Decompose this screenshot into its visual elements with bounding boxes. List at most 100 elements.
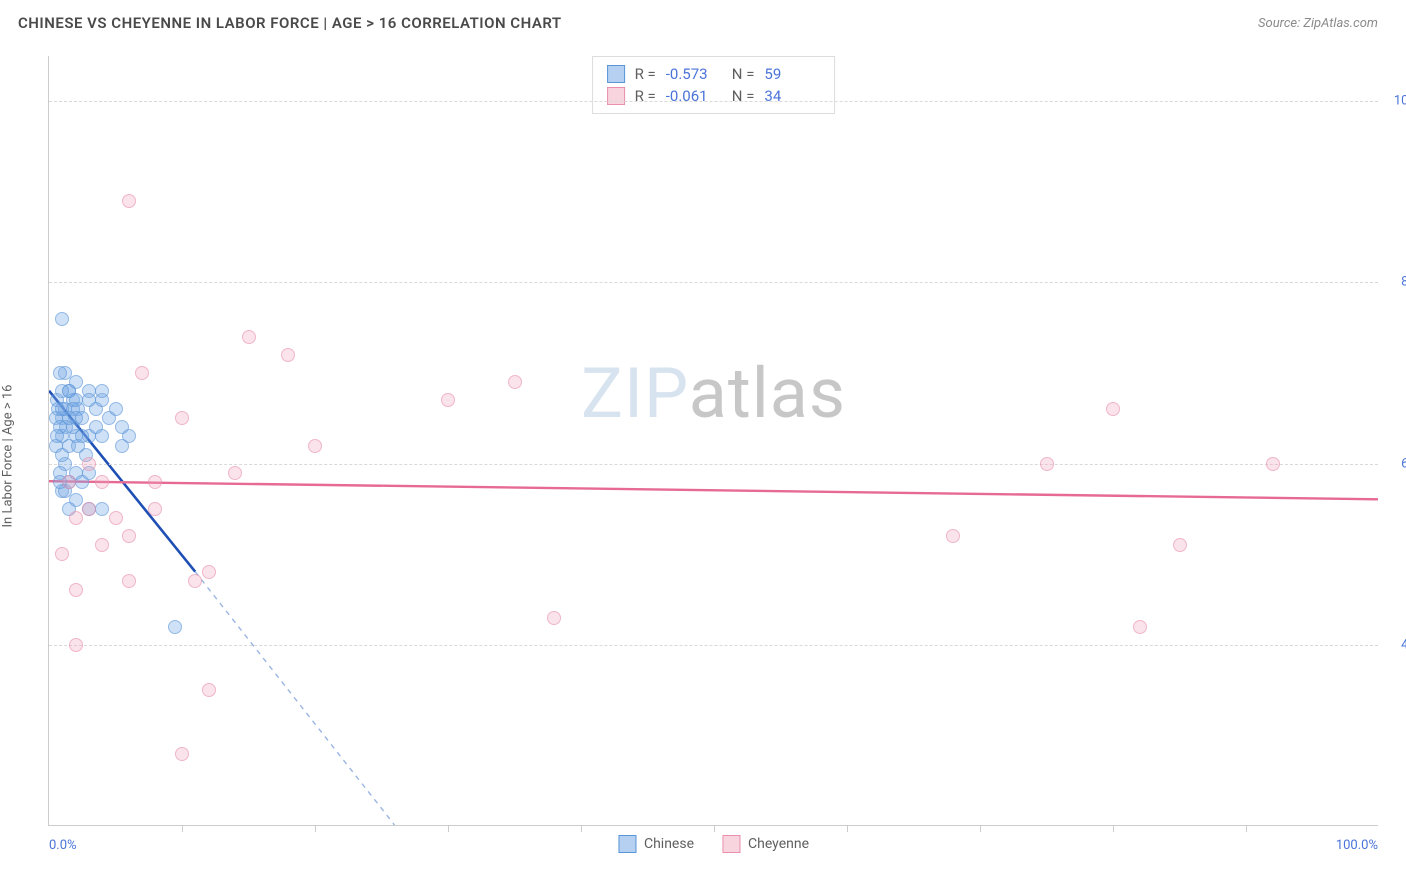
x-tick — [581, 825, 582, 832]
scatter-point — [55, 547, 69, 561]
gridline-h — [49, 101, 1378, 102]
trend-line — [195, 572, 394, 825]
scatter-point — [1106, 402, 1120, 416]
legend-label: Chinese — [644, 836, 694, 852]
scatter-point — [115, 439, 129, 453]
n-label: N = — [732, 87, 755, 105]
scatter-point — [148, 475, 162, 489]
scatter-point — [95, 502, 109, 516]
r-value: -0.573 — [666, 65, 722, 83]
gridline-h — [49, 645, 1378, 646]
scatter-point — [69, 638, 83, 652]
x-tick — [1246, 825, 1247, 832]
scatter-point — [122, 194, 136, 208]
scatter-point — [168, 620, 182, 634]
scatter-point — [82, 457, 96, 471]
n-value: 34 — [764, 87, 820, 105]
scatter-point — [148, 502, 162, 516]
swatch-icon — [722, 835, 740, 853]
y-tick-label: 60.0% — [1401, 456, 1406, 471]
gridline-h — [49, 464, 1378, 465]
scatter-point — [202, 565, 216, 579]
scatter-point — [82, 502, 96, 516]
chart-title: CHINESE VS CHEYENNE IN LABOR FORCE | AGE… — [18, 14, 562, 32]
swatch-icon — [607, 87, 625, 105]
scatter-point — [228, 466, 242, 480]
scatter-point — [1040, 457, 1054, 471]
y-tick-label: 40.0% — [1401, 637, 1406, 652]
source-label: Source: ZipAtlas.com — [1258, 16, 1378, 31]
n-value: 59 — [764, 65, 820, 83]
x-tick — [980, 825, 981, 832]
scatter-point — [508, 375, 522, 389]
scatter-point — [308, 439, 322, 453]
x-tick — [182, 825, 183, 832]
scatter-point — [53, 366, 67, 380]
scatter-point — [50, 429, 64, 443]
scatter-point — [95, 384, 109, 398]
plot-area: ZIPatlas R = -0.573 N = 59 R = -0.061 N … — [48, 56, 1378, 826]
watermark: ZIPatlas — [581, 353, 846, 435]
legend-label: Cheyenne — [748, 836, 809, 852]
x-axis-min-label: 0.0% — [49, 838, 77, 853]
scatter-point — [1266, 457, 1280, 471]
scatter-point — [55, 384, 69, 398]
x-tick — [448, 825, 449, 832]
x-tick — [1113, 825, 1114, 832]
legend-item: Cheyenne — [722, 835, 809, 853]
scatter-point — [69, 511, 83, 525]
scatter-point — [202, 683, 216, 697]
trend-lines-svg — [49, 56, 1378, 825]
stats-row: R = -0.573 N = 59 — [607, 63, 821, 85]
swatch-icon — [618, 835, 636, 853]
stats-legend: R = -0.573 N = 59 R = -0.061 N = 34 — [592, 56, 836, 114]
y-tick-label: 80.0% — [1401, 275, 1406, 290]
series-legend: Chinese Cheyenne — [618, 835, 809, 853]
stats-row: R = -0.061 N = 34 — [607, 85, 821, 107]
scatter-point — [109, 511, 123, 525]
legend-item: Chinese — [618, 835, 694, 853]
scatter-point — [69, 411, 83, 425]
scatter-point — [109, 402, 123, 416]
scatter-point — [946, 529, 960, 543]
scatter-point — [55, 448, 69, 462]
scatter-point — [175, 747, 189, 761]
scatter-point — [55, 312, 69, 326]
gridline-h — [49, 282, 1378, 283]
scatter-point — [95, 538, 109, 552]
scatter-point — [55, 402, 69, 416]
scatter-point — [75, 429, 89, 443]
scatter-point — [441, 393, 455, 407]
scatter-point — [281, 348, 295, 362]
scatter-point — [69, 583, 83, 597]
scatter-point — [1173, 538, 1187, 552]
watermark-part2: atlas — [689, 353, 846, 435]
y-axis-title: In Labor Force | Age > 16 — [1, 385, 16, 528]
r-label: R = — [635, 87, 656, 105]
scatter-point — [62, 475, 76, 489]
x-tick — [847, 825, 848, 832]
scatter-point — [95, 429, 109, 443]
trend-line — [49, 481, 1378, 499]
x-tick — [714, 825, 715, 832]
r-label: R = — [635, 65, 656, 83]
r-value: -0.061 — [666, 87, 722, 105]
scatter-point — [547, 611, 561, 625]
scatter-point — [135, 366, 149, 380]
scatter-point — [242, 330, 256, 344]
scatter-point — [122, 574, 136, 588]
watermark-part1: ZIP — [581, 353, 689, 435]
scatter-point — [1133, 620, 1147, 634]
chart-header: CHINESE VS CHEYENNE IN LABOR FORCE | AGE… — [0, 0, 1406, 38]
scatter-point — [82, 393, 96, 407]
chart-container: In Labor Force | Age > 16 ZIPatlas R = -… — [18, 46, 1388, 866]
scatter-point — [188, 574, 202, 588]
scatter-point — [122, 529, 136, 543]
x-axis-max-label: 100.0% — [1336, 838, 1378, 853]
scatter-point — [95, 475, 109, 489]
y-tick-label: 100.0% — [1394, 94, 1406, 109]
x-tick — [315, 825, 316, 832]
swatch-icon — [607, 65, 625, 83]
scatter-point — [175, 411, 189, 425]
n-label: N = — [732, 65, 755, 83]
